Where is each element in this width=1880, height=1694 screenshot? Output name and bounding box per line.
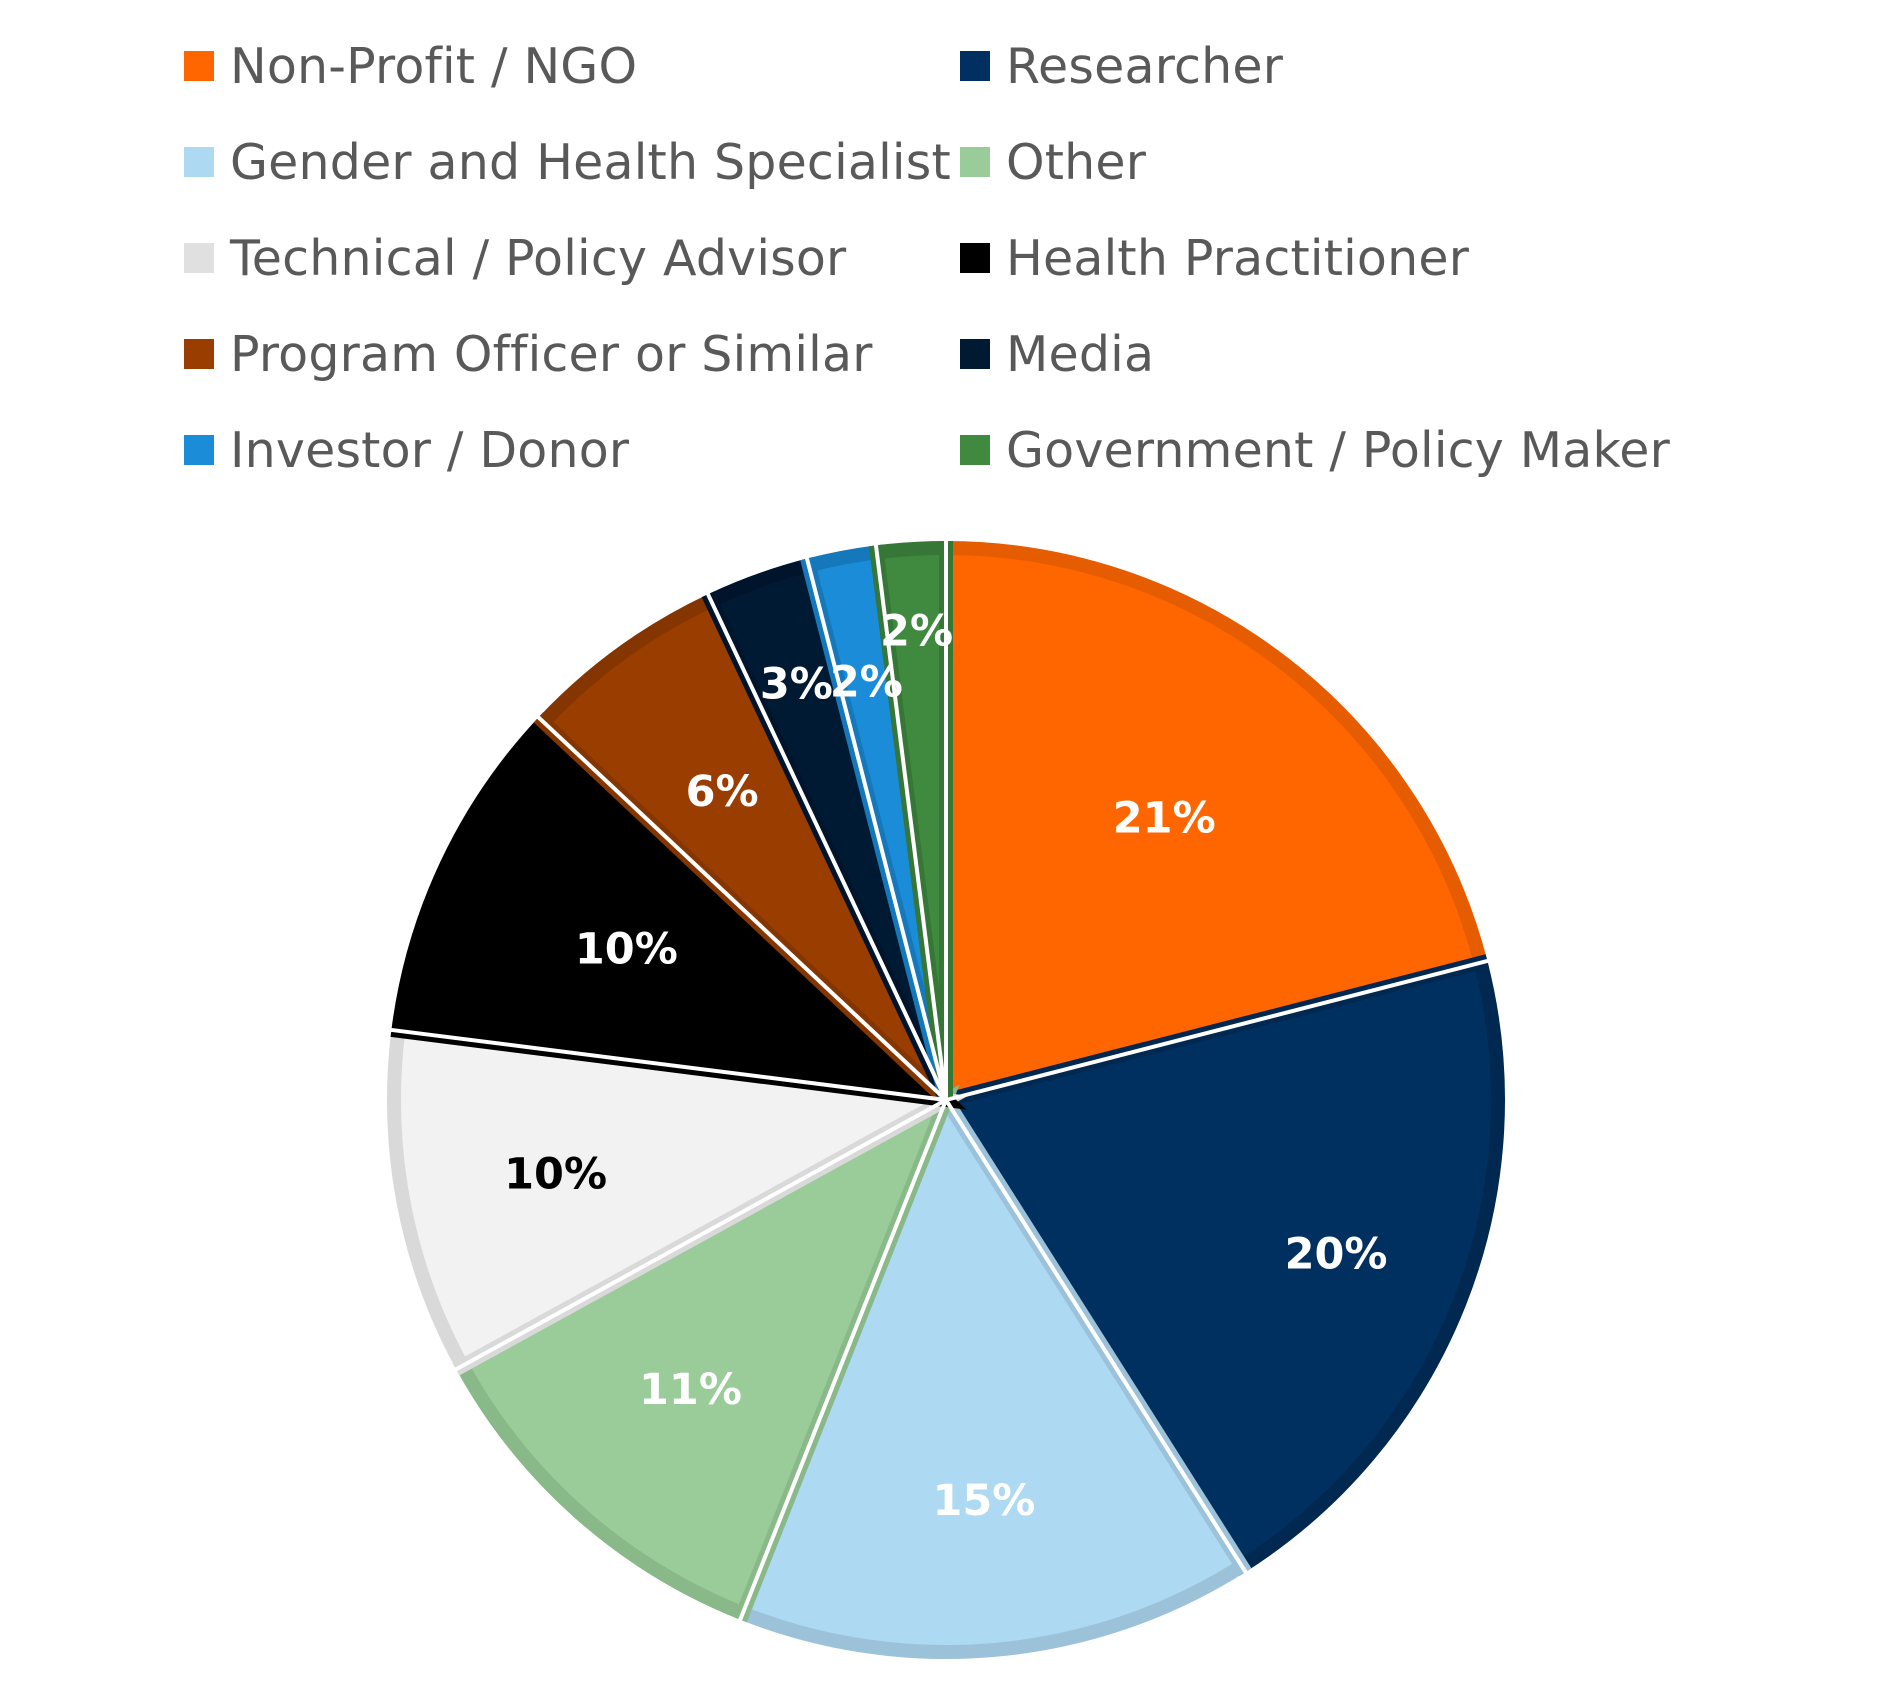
slice-divider <box>804 557 948 1101</box>
slice-label: 3% <box>760 660 833 710</box>
slice-label: 11% <box>639 1365 742 1415</box>
legend-swatch <box>960 243 990 273</box>
slice-label: 20% <box>1285 1229 1388 1279</box>
chart-legend: Non-Profit / NGO Researcher Gender and Hea… <box>184 36 1744 496</box>
legend-item: Media <box>960 324 1154 384</box>
pie-slice <box>934 954 1505 1576</box>
slice-divider <box>454 1098 947 1372</box>
legend-label: Government / Policy Maker <box>1006 421 1670 479</box>
pie-slice <box>939 540 1490 1110</box>
slice-divider <box>390 1027 947 1102</box>
slice-divider <box>873 544 948 1101</box>
slice-divider <box>705 592 948 1101</box>
legend-swatch <box>960 435 990 465</box>
slice-divider <box>536 715 948 1102</box>
slice-divider <box>945 958 1489 1102</box>
legend-swatch <box>184 243 214 273</box>
pie-slice <box>387 1022 969 1376</box>
legend-item: Health Practitioner <box>960 228 1469 288</box>
slice-label: 2% <box>830 657 903 707</box>
slice-divider <box>737 1099 948 1622</box>
slice-label: 21% <box>1113 794 1216 844</box>
legend-label: Non-Profit / NGO <box>230 37 638 95</box>
slice-label: 2% <box>880 607 953 657</box>
legend-item: Program Officer or Similar <box>184 324 873 384</box>
pie-slice <box>390 712 967 1110</box>
legend-label: Other <box>1006 133 1147 191</box>
legend-swatch <box>184 435 214 465</box>
legend-label: Investor / Donor <box>230 421 630 479</box>
legend-swatch <box>960 339 990 369</box>
pie-slice <box>452 1084 960 1623</box>
slice-divider <box>944 1098 1248 1574</box>
legend-item: Non-Profit / NGO <box>184 36 637 96</box>
legend-label: Gender and Health Specialist <box>230 133 951 191</box>
legend-label: Technical / Policy Advisor <box>230 229 847 287</box>
legend-label: Program Officer or Similar <box>230 325 873 383</box>
legend-item: Gender and Health Specialist <box>184 132 951 192</box>
legend-swatch <box>960 51 990 81</box>
legend-item: Other <box>960 132 1146 192</box>
legend-label: Researcher <box>1006 37 1284 95</box>
legend-item: Researcher <box>960 36 1283 96</box>
pie-slice <box>533 591 953 1106</box>
legend-item: Investor / Donor <box>184 420 629 480</box>
slice-label: 6% <box>686 767 759 817</box>
legend-label: Health Practitioner <box>1006 229 1470 287</box>
legend-swatch <box>184 147 214 177</box>
legend-swatch <box>184 51 214 81</box>
pie-slice <box>733 1084 1252 1659</box>
legend-swatch <box>960 147 990 177</box>
legend-item: Government / Policy Maker <box>960 420 1670 480</box>
legend-item: Technical / Policy Advisor <box>184 228 846 288</box>
legend-label: Media <box>1006 325 1155 383</box>
legend-swatch <box>184 339 214 369</box>
slice-label: 10% <box>504 1149 607 1199</box>
slice-label: 15% <box>932 1476 1035 1526</box>
slice-label: 10% <box>575 925 678 975</box>
